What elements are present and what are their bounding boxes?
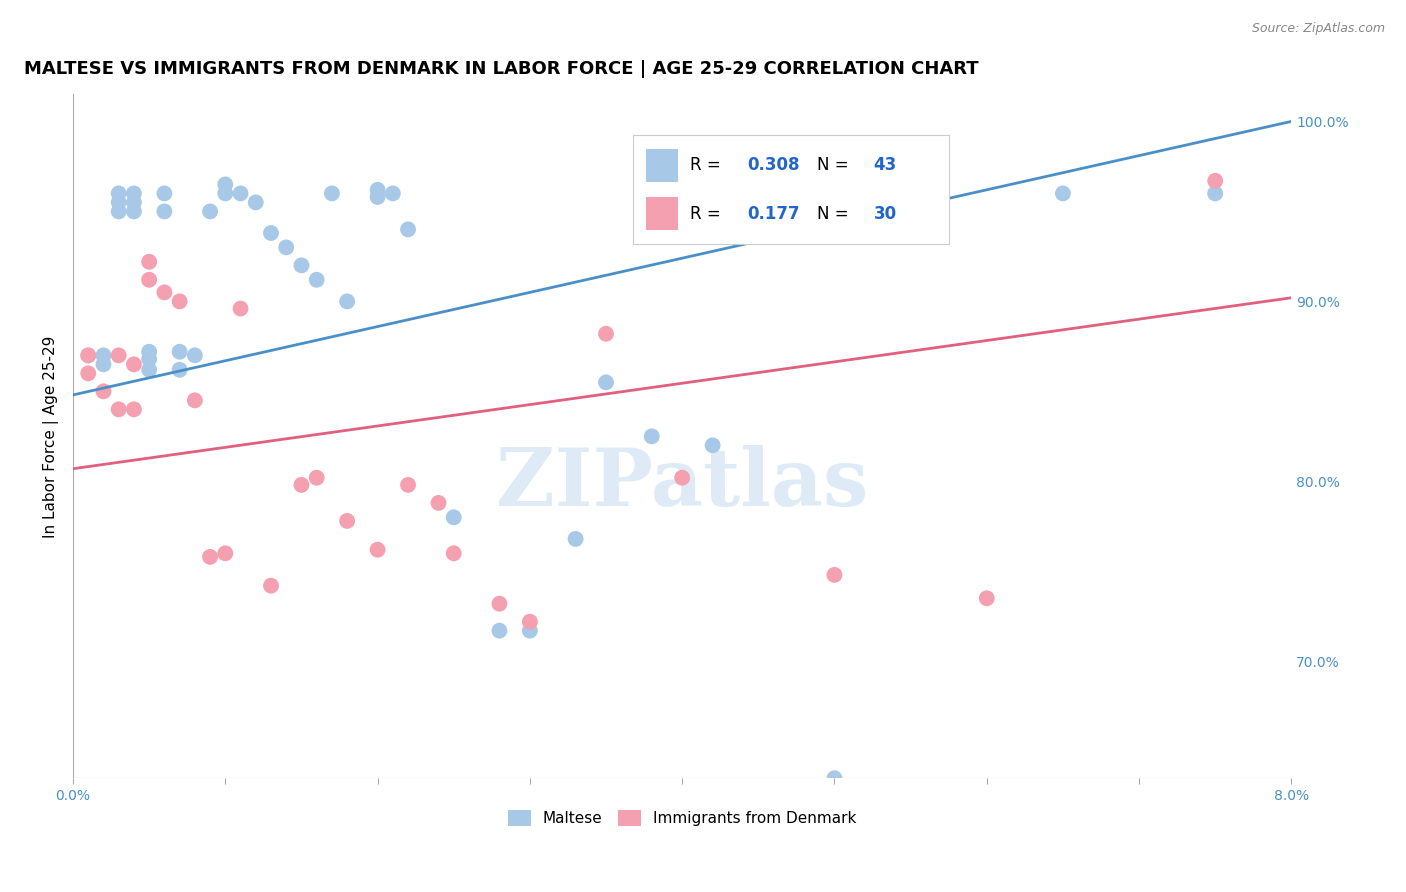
- Point: [595, 376, 617, 390]
- Point: [900, 181, 922, 195]
- Point: [107, 348, 129, 362]
- Point: [184, 393, 207, 408]
- Point: [93, 357, 115, 371]
- Point: [107, 186, 129, 201]
- Text: R =: R =: [690, 204, 731, 223]
- Point: [290, 478, 312, 492]
- Point: [169, 344, 191, 359]
- Point: [107, 195, 129, 210]
- Point: [214, 178, 236, 192]
- Point: [93, 384, 115, 399]
- Point: [488, 597, 510, 611]
- Text: MALTESE VS IMMIGRANTS FROM DENMARK IN LABOR FORCE | AGE 25-29 CORRELATION CHART: MALTESE VS IMMIGRANTS FROM DENMARK IN LA…: [24, 60, 979, 78]
- Point: [107, 402, 129, 417]
- Point: [122, 204, 145, 219]
- Point: [153, 204, 176, 219]
- Point: [671, 471, 693, 485]
- Point: [443, 510, 465, 524]
- Point: [229, 186, 252, 201]
- Point: [122, 195, 145, 210]
- Point: [336, 514, 359, 528]
- Point: [184, 348, 207, 362]
- Point: [336, 294, 359, 309]
- Text: N =: N =: [817, 204, 853, 223]
- Point: [138, 363, 160, 377]
- Point: [122, 357, 145, 371]
- Point: [443, 546, 465, 560]
- Point: [77, 348, 100, 362]
- Point: [260, 226, 283, 240]
- Point: [138, 351, 160, 366]
- Bar: [645, 197, 678, 230]
- Point: [396, 222, 419, 236]
- Point: [1204, 186, 1226, 201]
- Text: N =: N =: [817, 156, 853, 174]
- Point: [153, 186, 176, 201]
- Y-axis label: In Labor Force | Age 25-29: In Labor Force | Age 25-29: [44, 335, 59, 538]
- Text: Source: ZipAtlas.com: Source: ZipAtlas.com: [1251, 22, 1385, 36]
- Point: [427, 496, 450, 510]
- Text: R =: R =: [690, 156, 727, 174]
- Text: 30: 30: [873, 204, 897, 223]
- Point: [290, 259, 312, 273]
- Point: [198, 549, 221, 564]
- Point: [214, 546, 236, 560]
- Point: [260, 579, 283, 593]
- Point: [519, 615, 541, 629]
- Point: [214, 186, 236, 201]
- Point: [245, 195, 267, 210]
- Point: [138, 344, 160, 359]
- Point: [198, 204, 221, 219]
- Point: [138, 273, 160, 287]
- Point: [229, 301, 252, 316]
- Point: [169, 363, 191, 377]
- Point: [321, 186, 343, 201]
- Point: [305, 273, 328, 287]
- Point: [641, 429, 664, 443]
- Point: [169, 294, 191, 309]
- Point: [305, 471, 328, 485]
- Bar: [645, 149, 678, 182]
- Point: [77, 367, 100, 381]
- Point: [138, 254, 160, 268]
- Text: 0.177: 0.177: [747, 204, 800, 223]
- Point: [367, 183, 389, 197]
- Point: [122, 402, 145, 417]
- Point: [122, 186, 145, 201]
- Point: [976, 591, 998, 606]
- Point: [107, 204, 129, 219]
- Point: [93, 348, 115, 362]
- Point: [824, 567, 846, 582]
- Point: [381, 186, 404, 201]
- Point: [824, 771, 846, 785]
- Point: [564, 532, 586, 546]
- Point: [276, 240, 298, 254]
- Point: [367, 190, 389, 204]
- Point: [396, 478, 419, 492]
- Point: [595, 326, 617, 341]
- Point: [488, 624, 510, 638]
- Text: ZIPatlas: ZIPatlas: [496, 445, 869, 524]
- Legend: Maltese, Immigrants from Denmark: Maltese, Immigrants from Denmark: [502, 804, 863, 832]
- Text: 0.308: 0.308: [747, 156, 800, 174]
- Point: [1204, 174, 1226, 188]
- Point: [77, 348, 100, 362]
- Point: [702, 438, 724, 452]
- Point: [367, 542, 389, 557]
- Text: 43: 43: [873, 156, 897, 174]
- Point: [519, 624, 541, 638]
- Point: [153, 285, 176, 300]
- Point: [1052, 186, 1074, 201]
